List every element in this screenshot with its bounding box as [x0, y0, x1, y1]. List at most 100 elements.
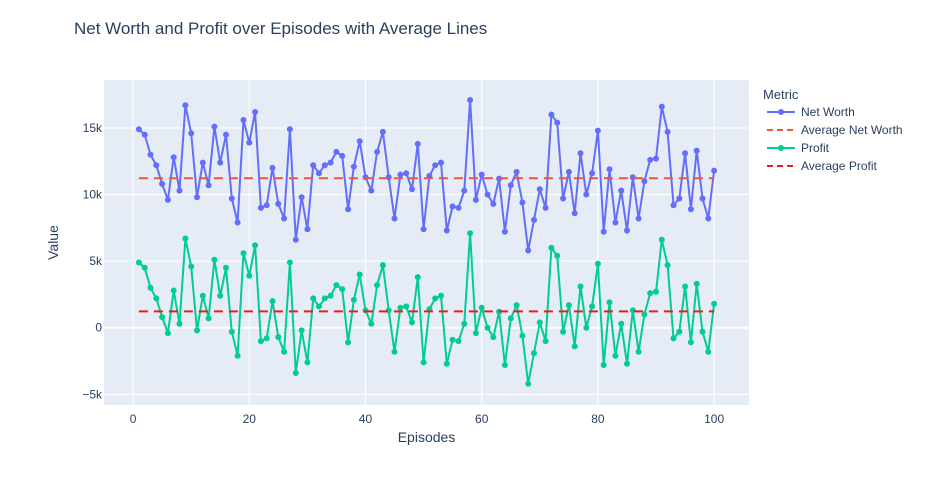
profit-point[interactable]: [176, 320, 183, 327]
net-worth-point[interactable]: [501, 228, 508, 235]
profit-point[interactable]: [577, 283, 584, 290]
profit-point[interactable]: [536, 319, 543, 326]
profit-point[interactable]: [472, 330, 479, 337]
net-worth-point[interactable]: [153, 162, 160, 169]
net-worth-point[interactable]: [687, 206, 694, 213]
net-worth-point[interactable]: [472, 196, 479, 203]
net-worth-point[interactable]: [519, 199, 526, 206]
profit-point[interactable]: [182, 235, 189, 242]
net-worth-point[interactable]: [658, 103, 665, 110]
net-worth-point[interactable]: [670, 202, 677, 209]
net-worth-point[interactable]: [635, 215, 642, 222]
profit-point[interactable]: [600, 362, 607, 368]
net-worth-point[interactable]: [682, 150, 689, 157]
profit-point[interactable]: [164, 330, 171, 337]
profit-point[interactable]: [594, 260, 601, 267]
legend-item-net-worth[interactable]: Net Worth: [767, 105, 855, 119]
profit-point[interactable]: [327, 292, 334, 299]
profit-point[interactable]: [699, 328, 706, 335]
profit-point[interactable]: [658, 236, 665, 243]
net-worth-point[interactable]: [478, 171, 485, 178]
net-worth-point[interactable]: [345, 206, 352, 213]
profit-point[interactable]: [246, 272, 253, 279]
net-worth-point[interactable]: [211, 123, 218, 130]
net-worth-point[interactable]: [705, 215, 712, 222]
profit-point[interactable]: [711, 300, 718, 307]
profit-point[interactable]: [397, 304, 404, 311]
net-worth-point[interactable]: [507, 182, 514, 189]
net-worth-point[interactable]: [147, 151, 154, 158]
profit-point[interactable]: [682, 283, 689, 290]
profit-point[interactable]: [339, 286, 346, 293]
net-worth-point[interactable]: [164, 196, 171, 203]
net-worth-point[interactable]: [240, 117, 247, 123]
profit-point[interactable]: [606, 299, 613, 306]
profit-point[interactable]: [554, 252, 561, 259]
net-worth-point[interactable]: [594, 127, 601, 134]
net-worth-point[interactable]: [513, 168, 520, 175]
net-worth-point[interactable]: [316, 170, 322, 177]
profit-point[interactable]: [705, 348, 712, 355]
net-worth-point[interactable]: [438, 159, 444, 166]
profit-point[interactable]: [147, 284, 154, 291]
profit-point[interactable]: [449, 336, 456, 343]
net-worth-point[interactable]: [449, 203, 456, 210]
profit-point[interactable]: [513, 302, 520, 309]
net-worth-point[interactable]: [263, 202, 270, 209]
profit-point[interactable]: [286, 259, 293, 266]
profit-point[interactable]: [438, 292, 444, 299]
net-worth-point[interactable]: [467, 97, 474, 103]
profit-point[interactable]: [519, 332, 526, 339]
profit-point[interactable]: [618, 320, 625, 327]
net-worth-point[interactable]: [223, 131, 229, 138]
net-worth-point[interactable]: [693, 147, 700, 154]
profit-point[interactable]: [589, 303, 596, 310]
net-worth-point[interactable]: [205, 182, 212, 189]
net-worth-point[interactable]: [333, 148, 340, 155]
net-worth-point[interactable]: [199, 159, 206, 166]
profit-point[interactable]: [228, 328, 235, 335]
profit-point[interactable]: [188, 263, 195, 270]
profit-point[interactable]: [350, 296, 357, 303]
profit-point[interactable]: [170, 287, 177, 294]
net-worth-point[interactable]: [577, 150, 584, 157]
net-worth-point[interactable]: [554, 119, 561, 126]
profit-point[interactable]: [455, 338, 462, 345]
net-worth-point[interactable]: [699, 195, 706, 202]
net-worth-point[interactable]: [292, 236, 299, 243]
profit-point[interactable]: [275, 334, 282, 341]
net-worth-point[interactable]: [403, 170, 410, 177]
net-worth-point[interactable]: [618, 187, 625, 194]
profit-point[interactable]: [443, 360, 450, 367]
net-worth-point[interactable]: [443, 227, 450, 234]
net-worth-point[interactable]: [455, 204, 462, 211]
legend-item-average-profit[interactable]: Average Profit: [767, 159, 877, 173]
net-worth-point[interactable]: [246, 139, 253, 146]
net-worth-point[interactable]: [647, 156, 654, 163]
net-worth-point[interactable]: [653, 155, 659, 162]
net-worth-point[interactable]: [676, 195, 683, 202]
net-worth-point[interactable]: [339, 152, 346, 159]
profit-point[interactable]: [664, 262, 671, 269]
profit-point[interactable]: [490, 334, 497, 341]
profit-point[interactable]: [484, 324, 491, 331]
profit-point[interactable]: [199, 292, 206, 299]
net-worth-point[interactable]: [414, 140, 421, 147]
profit-point[interactable]: [333, 282, 340, 289]
net-worth-point[interactable]: [409, 186, 415, 193]
net-worth-point[interactable]: [397, 171, 404, 178]
net-worth-point[interactable]: [141, 131, 148, 138]
net-worth-point[interactable]: [374, 148, 381, 155]
profit-point[interactable]: [310, 295, 317, 302]
net-worth-point[interactable]: [583, 191, 590, 198]
net-worth-point[interactable]: [420, 226, 427, 233]
net-worth-point[interactable]: [432, 162, 439, 169]
profit-point[interactable]: [304, 359, 311, 366]
net-worth-point[interactable]: [641, 178, 648, 185]
net-worth-point[interactable]: [589, 170, 596, 177]
profit-point[interactable]: [624, 360, 630, 367]
net-worth-point[interactable]: [234, 219, 241, 226]
profit-point[interactable]: [217, 292, 224, 299]
net-worth-point[interactable]: [281, 215, 288, 222]
profit-point[interactable]: [653, 288, 659, 295]
